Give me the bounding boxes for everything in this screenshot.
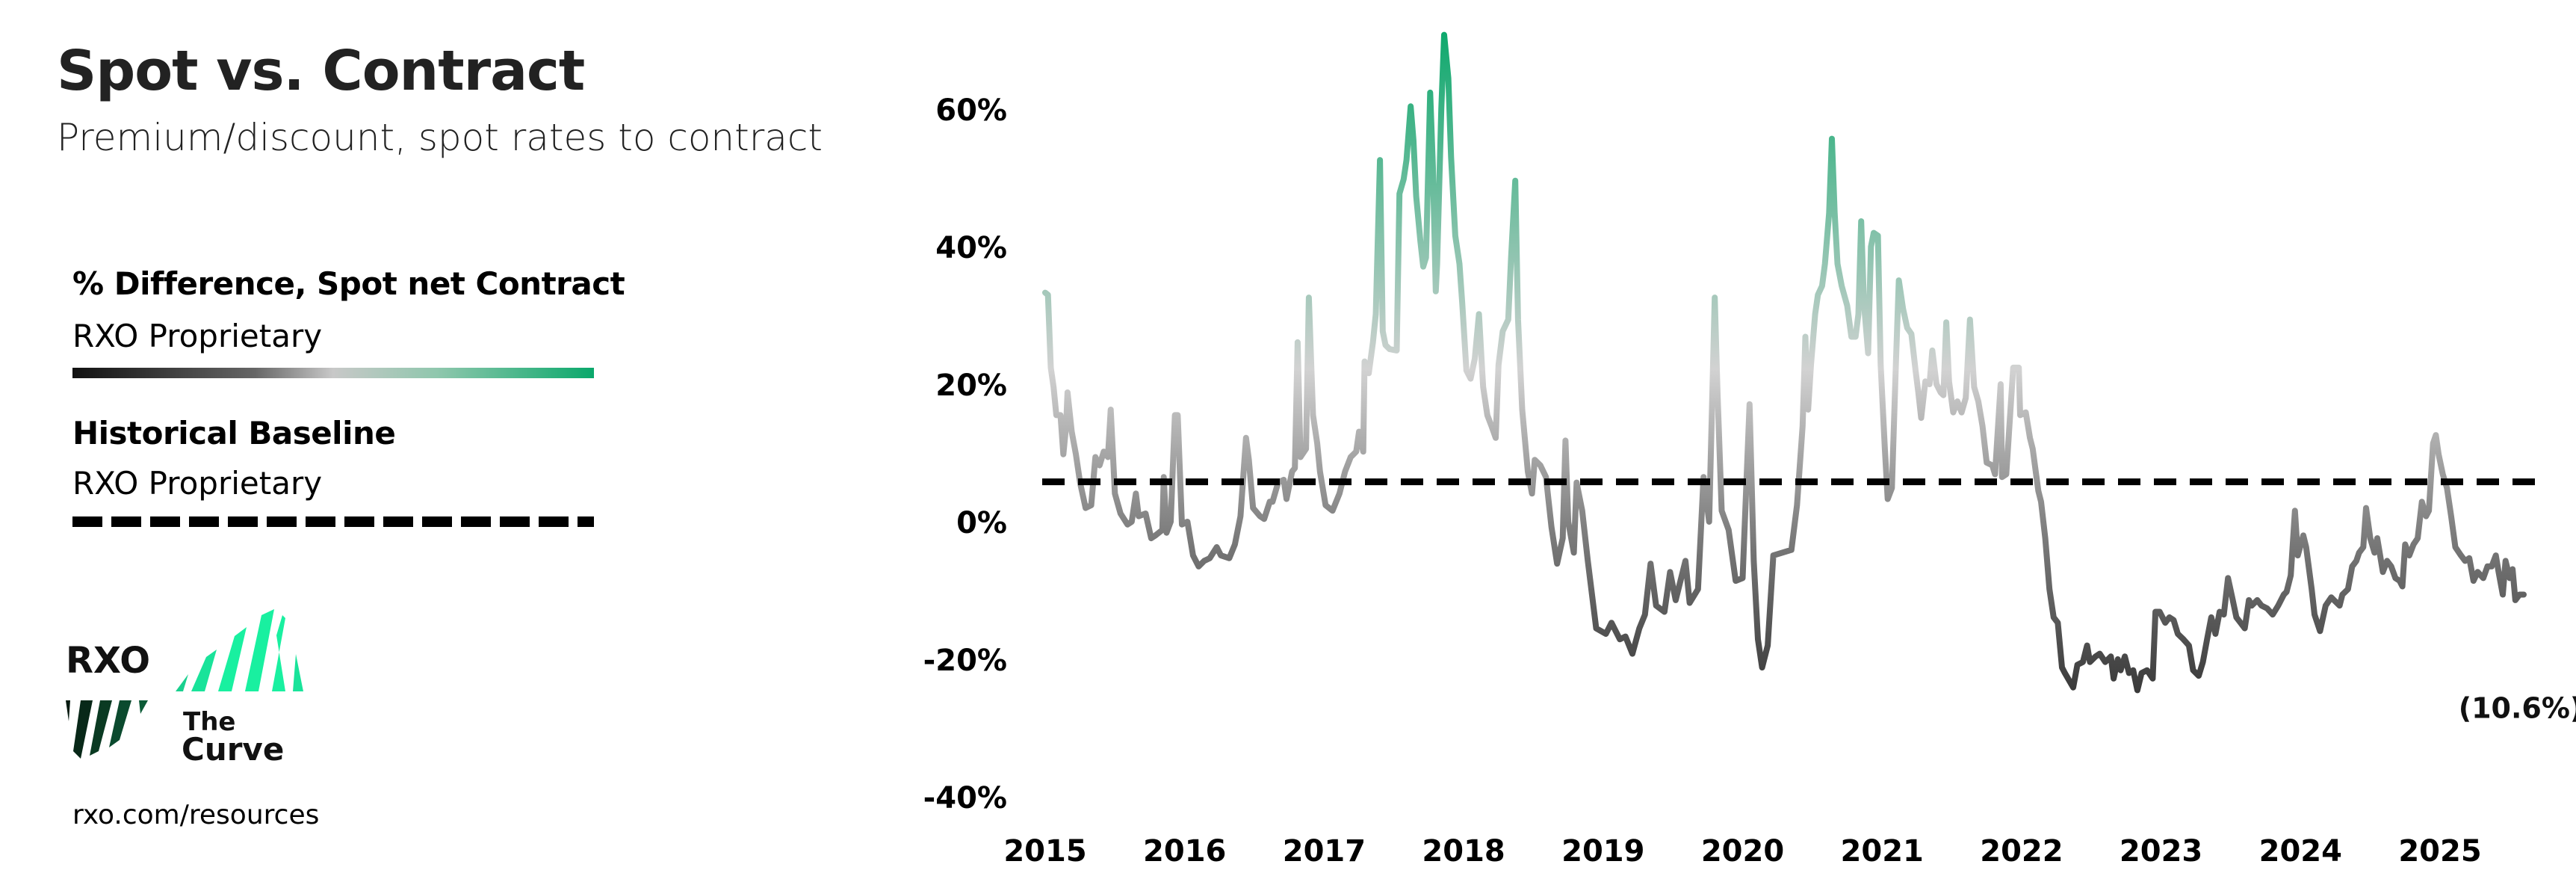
x-tick-label: 2019 — [1561, 834, 1644, 869]
logo-rxo-text: RXO — [66, 640, 150, 682]
x-axis: 2015 2016 2017 2018 2019 2020 2021 2022 2023 2024… — [1003, 834, 2481, 869]
y-tick-label: 40% — [935, 231, 1007, 265]
rxo-the-curve-logo: RXO The Curve — [66, 609, 303, 768]
x-tick-label: 2016 — [1143, 834, 1226, 869]
x-tick-label: 2024 — [2259, 834, 2342, 869]
x-tick-label: 2018 — [1422, 834, 1505, 869]
y-axis: 60% 40% 20% 0% -20% -40% — [923, 93, 1007, 815]
x-tick-label: 2015 — [1003, 834, 1086, 869]
y-tick-label: -40% — [923, 781, 1007, 815]
logo-the-text: The — [183, 707, 235, 737]
legend-dashed-swatch — [72, 516, 594, 527]
series-line-spot-vs-contract — [1042, 31, 2527, 694]
x-tick-label: 2023 — [2120, 834, 2202, 869]
resources-link[interactable]: rxo.com/resources — [72, 800, 320, 830]
x-tick-label: 2022 — [1980, 834, 2063, 869]
x-tick-label: 2020 — [1701, 834, 1784, 869]
legend-baseline-source: RXO Proprietary — [72, 465, 323, 502]
legend-baseline-title: Historical Baseline — [72, 415, 396, 451]
logo-stripes-dark — [66, 700, 148, 759]
y-tick-label: -20% — [923, 644, 1007, 678]
legend-series-title: % Difference, Spot net Contract — [72, 265, 625, 302]
x-tick-label: 2025 — [2398, 834, 2481, 869]
y-tick-label: 20% — [935, 368, 1007, 403]
chart-subtitle: Premium/discount, spot rates to contract — [57, 116, 823, 159]
logo-stripes-green — [176, 609, 303, 691]
y-tick-label: 0% — [956, 506, 1007, 540]
end-value-label: (10.6%) — [2459, 692, 2576, 725]
legend-series-source: RXO Proprietary — [72, 318, 323, 354]
chart-title: Spot vs. Contract — [57, 39, 585, 103]
y-tick-label: 60% — [935, 93, 1007, 128]
logo-curve-text: Curve — [182, 731, 284, 768]
x-tick-label: 2021 — [1841, 834, 1924, 869]
x-tick-label: 2017 — [1283, 834, 1366, 869]
legend-gradient-swatch — [72, 368, 594, 378]
